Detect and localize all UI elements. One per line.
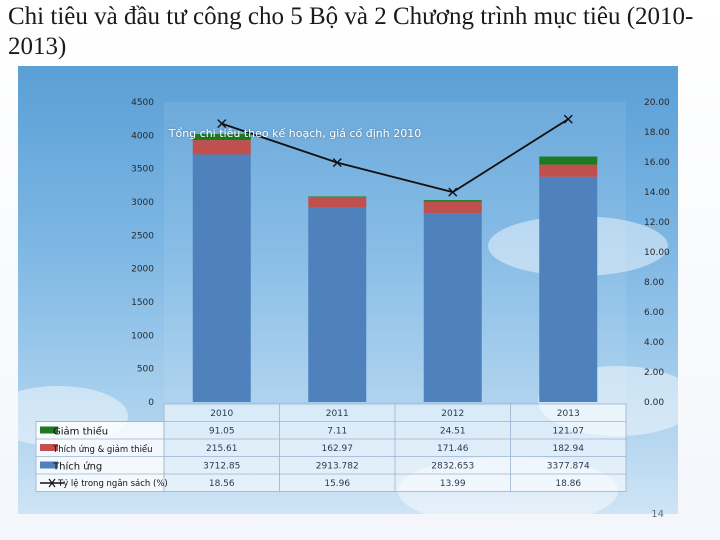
y-left-tick-label: 1500 bbox=[131, 298, 154, 308]
line-point-2011 bbox=[332, 158, 342, 168]
y-right-tick-label: 20.00 bbox=[644, 98, 670, 108]
y-left-tick-label: 3000 bbox=[131, 198, 154, 208]
y-right-tick-label: 18.00 bbox=[644, 128, 670, 138]
table-header-2013: 2013 bbox=[557, 409, 580, 419]
table-cell-2010-series-2: 3712.85 bbox=[203, 462, 240, 472]
table-cell-2012-series-1: 171.46 bbox=[437, 444, 469, 454]
slide-title: Chi tiêu và đầu tư công cho 5 Bộ và 2 Ch… bbox=[8, 3, 694, 60]
table-cell-2011-ratio: 15.96 bbox=[324, 479, 350, 489]
legend-swatch-series-0 bbox=[40, 426, 58, 434]
page-number: 14 bbox=[651, 509, 664, 520]
line-marker bbox=[448, 187, 458, 197]
chart-panel: 0 500 1000 1500 2000 2500 3000 3500 4000 4500 0.00… bbox=[18, 66, 678, 514]
bar-2013-series-0 bbox=[539, 156, 598, 165]
bar-2011-series-2 bbox=[308, 207, 367, 402]
y-right-tick-label: 0.00 bbox=[644, 398, 664, 408]
bar-2011-series-1 bbox=[308, 196, 367, 208]
table-cell-2013-series-0: 121.07 bbox=[553, 427, 585, 437]
table-cell-2010-ratio: 18.56 bbox=[209, 479, 235, 489]
y-left-tick-label: 500 bbox=[137, 365, 154, 375]
table-header-2010: 2010 bbox=[210, 409, 233, 419]
line-marker bbox=[217, 119, 227, 129]
table-cell-2013-series-2: 3377.874 bbox=[547, 462, 590, 472]
y-left-tick-label: 3500 bbox=[131, 165, 154, 175]
chart-title: Tổng chi tiêu theo kế hoạch, giá cố định… bbox=[168, 127, 422, 140]
legend-swatch-series-2 bbox=[40, 461, 58, 469]
legend-label-line: Tỷ lệ trong ngân sách (%) bbox=[57, 478, 168, 489]
table-header-2011: 2011 bbox=[326, 409, 349, 419]
bar-2012-series-0 bbox=[423, 200, 482, 202]
table-cell-2013-series-1: 182.94 bbox=[553, 444, 585, 454]
data-table bbox=[35, 403, 627, 492]
legend-label-series-0: Giảm thiểu bbox=[53, 425, 108, 438]
table-cell-2012-ratio: 13.99 bbox=[440, 479, 466, 489]
bar-2010-series-1 bbox=[192, 140, 251, 155]
table-cell-2013-ratio: 18.86 bbox=[555, 479, 581, 489]
y-left-tick-label: 2500 bbox=[131, 231, 154, 241]
bar-2013-series-2 bbox=[539, 176, 598, 402]
legend-line-marker bbox=[48, 478, 56, 488]
legend-label-series-2: Thích ứng bbox=[52, 461, 102, 473]
bar-2013-series-1 bbox=[539, 164, 598, 177]
y-left-tick-label: 0 bbox=[148, 398, 154, 408]
legend-label-series-1: Thích ứng & giảm thiểu bbox=[52, 444, 153, 455]
table-cell-2010-series-1: 215.61 bbox=[206, 444, 238, 454]
line-series-ratio bbox=[221, 118, 569, 194]
y-right-tick-label: 4.00 bbox=[644, 338, 664, 348]
y-left-tick-label: 2000 bbox=[131, 265, 154, 275]
bar-2010-series-2 bbox=[192, 154, 251, 402]
line-marker bbox=[332, 158, 342, 168]
line-point-2010 bbox=[217, 119, 227, 129]
chart: 0 500 1000 1500 2000 2500 3000 3500 4000 4500 0.00… bbox=[35, 98, 670, 492]
table-header-2012: 2012 bbox=[441, 409, 464, 419]
table-cell-2011-series-2: 2913.782 bbox=[316, 462, 359, 472]
y-left-tick-label: 4000 bbox=[131, 131, 154, 141]
y-right-tick-label: 2.00 bbox=[644, 368, 664, 378]
table-cell-2012-series-2: 2832.653 bbox=[431, 462, 474, 472]
bar-2012-series-1 bbox=[423, 201, 482, 214]
y-right-tick-label: 16.00 bbox=[644, 158, 670, 168]
y-right-tick-label: 14.00 bbox=[644, 188, 670, 198]
line-point-2012 bbox=[448, 187, 458, 197]
bar-2010-series-0 bbox=[192, 134, 251, 141]
bar-2012-series-2 bbox=[423, 213, 482, 402]
y-right-tick-label: 10.00 bbox=[644, 248, 670, 258]
y-right-tick-label: 6.00 bbox=[644, 308, 664, 318]
line-point-2013 bbox=[563, 114, 573, 124]
table-cell-2010-series-0: 91.05 bbox=[209, 427, 235, 437]
legend-swatch-series-1 bbox=[40, 444, 58, 451]
bar-2011-series-0 bbox=[308, 196, 367, 197]
table-cell-2011-series-0: 7.11 bbox=[327, 427, 347, 437]
y-right-tick-label: 12.00 bbox=[644, 218, 670, 228]
y-right-tick-label: 8.00 bbox=[644, 278, 664, 288]
table-cell-2011-series-1: 162.97 bbox=[322, 444, 354, 454]
legend-line-swatch bbox=[40, 478, 64, 488]
y-left-tick-label: 4500 bbox=[131, 98, 154, 108]
y-left-tick-label: 1000 bbox=[131, 331, 154, 341]
line-marker bbox=[563, 114, 573, 124]
table-cell-2012-series-0: 24.51 bbox=[440, 427, 466, 437]
